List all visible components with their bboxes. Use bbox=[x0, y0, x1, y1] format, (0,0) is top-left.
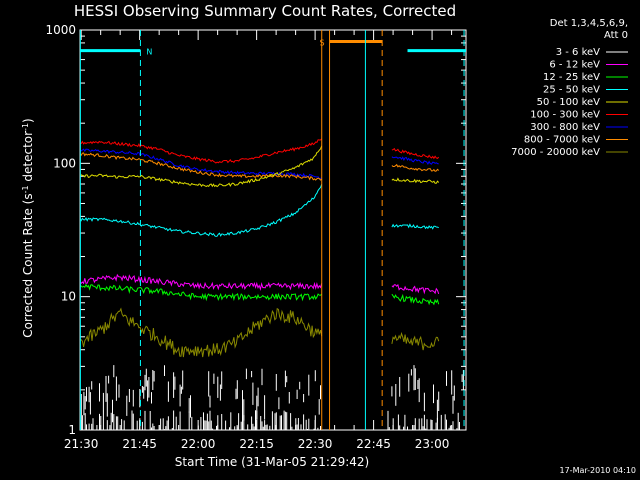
legend-header-attenuator: Att 0 bbox=[604, 30, 628, 41]
x-tick-label: 21:45 bbox=[122, 437, 157, 451]
y-axis-title: Corrected Count Rate (s-1 detector-1) bbox=[21, 118, 36, 337]
series-line bbox=[80, 273, 323, 291]
y-axis-title-sup: -1 bbox=[21, 185, 30, 193]
series-line bbox=[391, 177, 440, 184]
legend-label: 12 - 25 keV bbox=[543, 72, 600, 83]
legend-label: 7000 - 20000 keV bbox=[511, 147, 600, 158]
series-line bbox=[80, 148, 322, 180]
chart-title: HESSI Observing Summary Count Rates, Cor… bbox=[74, 2, 456, 20]
legend-label: 6 - 12 keV bbox=[549, 60, 600, 71]
legend-label: 25 - 50 keV bbox=[543, 85, 600, 96]
legend-label: 3 - 6 keV bbox=[556, 47, 600, 58]
series-line bbox=[80, 184, 323, 237]
x-tick-label: 22:30 bbox=[298, 437, 333, 451]
x-axis-title: Start Time (31-Mar-05 21:29:42) bbox=[175, 455, 369, 469]
series-line bbox=[391, 283, 440, 295]
series-line bbox=[391, 147, 440, 160]
series-line bbox=[391, 163, 440, 172]
y-tick-label: 10 bbox=[61, 290, 76, 304]
legend-label: 100 - 300 keV bbox=[530, 110, 600, 121]
series-line bbox=[391, 331, 440, 351]
legend-header-detectors: Det 1,3,4,5,6,9, bbox=[550, 18, 628, 29]
series-line bbox=[391, 223, 439, 230]
plot-area: 1 10 100 1000 21:30 21:45 22:00 22:15 22:30 22:45… bbox=[45, 23, 467, 451]
plot-frame bbox=[79, 29, 467, 431]
y-axis-title-part: Corrected Count Rate (s bbox=[21, 193, 35, 337]
series-line bbox=[80, 145, 323, 188]
x-tick-label: 22:15 bbox=[239, 437, 274, 451]
legend-label: 50 - 100 keV bbox=[537, 97, 601, 108]
series-2 bbox=[80, 152, 440, 181]
series-6 bbox=[80, 283, 440, 306]
series-line bbox=[80, 138, 323, 164]
y-axis-title-part: ) bbox=[21, 118, 35, 123]
series-0 bbox=[80, 148, 439, 180]
y-axis-title-sup: -1 bbox=[21, 123, 30, 131]
series-line bbox=[80, 283, 323, 302]
legend: Det 1,3,4,5,6,9, Att 0 3 - 6 keV 6 - 12 k… bbox=[511, 18, 628, 158]
x-tick-label: 22:00 bbox=[181, 437, 216, 451]
low-count-noise bbox=[80, 365, 464, 430]
series-line bbox=[391, 156, 439, 166]
series-4 bbox=[80, 184, 439, 237]
legend-label: 800 - 7000 keV bbox=[524, 135, 600, 146]
y-tick-label: 1 bbox=[68, 423, 76, 437]
y-tick-label: 1000 bbox=[45, 23, 76, 37]
series-line bbox=[80, 307, 323, 358]
x-tick-label: 21:30 bbox=[64, 437, 99, 451]
series-7 bbox=[80, 307, 440, 358]
y-tick-label: 100 bbox=[53, 156, 76, 170]
generation-timestamp: 17-Mar-2010 04:10 bbox=[560, 466, 637, 475]
x-tick-label: 23:00 bbox=[415, 437, 450, 451]
series-5 bbox=[80, 273, 440, 295]
legend-label: 300 - 800 keV bbox=[530, 122, 600, 133]
series-1 bbox=[80, 138, 440, 164]
series-line bbox=[80, 152, 323, 181]
y-axis-title-part: detector bbox=[21, 131, 35, 186]
series-3 bbox=[80, 145, 440, 188]
x-tick-label: 22:45 bbox=[356, 437, 391, 451]
region-label: N bbox=[146, 48, 152, 57]
series-line bbox=[391, 293, 440, 306]
